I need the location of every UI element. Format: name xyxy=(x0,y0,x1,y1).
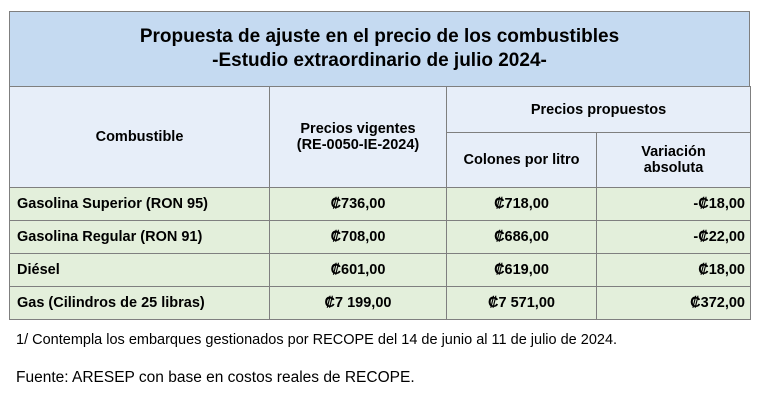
proposed-price-cell: ₡7 571,00 xyxy=(446,286,597,320)
header-current-prices: Precios vigentes (RE-0050-IE-2024) xyxy=(269,86,447,188)
header-colones-per-liter: Colones por litro xyxy=(446,132,597,188)
table-row: Gasolina Superior (RON 95) ₡736,00 ₡718,… xyxy=(9,187,751,221)
current-price-cell: ₡736,00 xyxy=(269,187,447,221)
header-variation-line2: absoluta xyxy=(643,160,704,176)
fuel-name-cell: Gas (Cilindros de 25 libras) xyxy=(9,286,270,320)
footnote: 1/ Contempla los embarques gestionados p… xyxy=(16,332,618,348)
variation-cell: ₡18,00 xyxy=(596,253,751,287)
current-price-cell: ₡7 199,00 xyxy=(269,286,447,320)
table-subtitle: -Estudio extraordinario de julio 2024- xyxy=(212,50,547,71)
table-title: Propuesta de ajuste en el precio de los … xyxy=(139,26,620,47)
header-absolute-variation: Variación absoluta xyxy=(596,132,751,188)
variation-cell: ₡372,00 xyxy=(596,286,751,320)
variation-cell: -₡22,00 xyxy=(596,220,751,254)
table-row: Gas (Cilindros de 25 libras) ₡7 199,00 ₡… xyxy=(9,286,751,320)
fuel-name-cell: Diésel xyxy=(9,253,270,287)
source-note: Fuente: ARESEP con base en costos reales… xyxy=(16,369,415,386)
table-title-box: Propuesta de ajuste en el precio de los … xyxy=(9,11,750,87)
table-row: Gasolina Regular (RON 91) ₡708,00 ₡686,0… xyxy=(9,220,751,254)
header-current-prices-line1: Precios vigentes xyxy=(300,121,416,137)
proposed-price-cell: ₡619,00 xyxy=(446,253,597,287)
fuel-prices-table: Combustible Precios vigentes (RE-0050-IE… xyxy=(9,86,751,320)
table-row: Diésel ₡601,00 ₡619,00 ₡18,00 xyxy=(9,253,751,287)
header-fuel: Combustible xyxy=(9,86,270,188)
header-proposed-prices: Precios propuestos xyxy=(446,86,751,133)
current-price-cell: ₡601,00 xyxy=(269,253,447,287)
current-price-cell: ₡708,00 xyxy=(269,220,447,254)
fuel-name-cell: Gasolina Regular (RON 91) xyxy=(9,220,270,254)
header-variation-line1: Variación xyxy=(641,144,706,160)
proposed-price-cell: ₡718,00 xyxy=(446,187,597,221)
variation-cell: -₡18,00 xyxy=(596,187,751,221)
header-row-top: Combustible Precios vigentes (RE-0050-IE… xyxy=(9,86,751,188)
header-row-bottom: Colones por litro Variación absoluta xyxy=(10,132,751,188)
header-current-prices-line2: (RE-0050-IE-2024) xyxy=(296,137,420,153)
proposed-price-cell: ₡686,00 xyxy=(446,220,597,254)
fuel-name-cell: Gasolina Superior (RON 95) xyxy=(9,187,270,221)
